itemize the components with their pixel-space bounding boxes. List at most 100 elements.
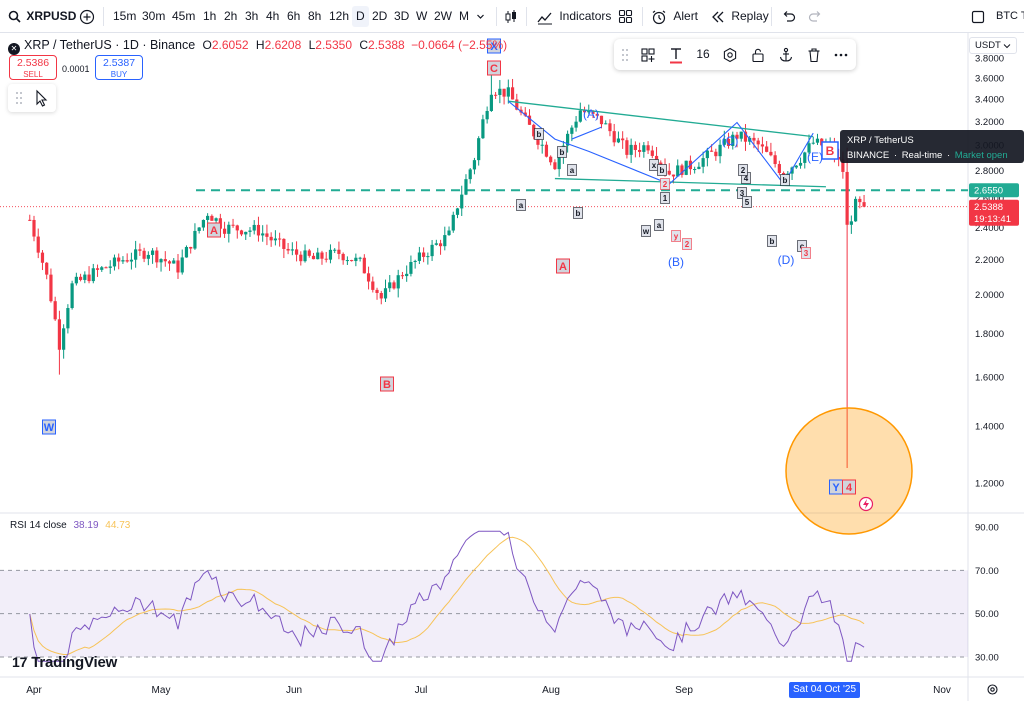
- indicators-icon: [537, 12, 552, 25]
- candle-body: [510, 87, 515, 100]
- timeframe-dropdown[interactable]: [476, 0, 485, 33]
- symbol-search[interactable]: XRPUSD: [8, 0, 76, 33]
- timeframe-2h[interactable]: 2h: [224, 9, 238, 23]
- date-label-aug: Aug: [542, 685, 560, 696]
- candle-body: [239, 230, 244, 235]
- redo-button[interactable]: [808, 0, 823, 33]
- timeframe-2d[interactable]: 2D: [372, 9, 388, 23]
- timeframe-4h[interactable]: 4h: [266, 9, 280, 23]
- timeframe-8h[interactable]: 8h: [308, 9, 322, 23]
- candle-body: [45, 262, 49, 275]
- drawing-toolbar: 16: [614, 39, 856, 70]
- replay-label: Replay: [731, 9, 769, 23]
- candle-body: [409, 261, 413, 274]
- buy-button[interactable]: 2.5387 BUY: [95, 55, 143, 80]
- sell-button[interactable]: 2.5386 SELL: [9, 55, 57, 80]
- candle-body: [684, 160, 688, 175]
- timeframe-2w[interactable]: 2W: [434, 9, 452, 23]
- drag-handle-icon[interactable]: [618, 39, 632, 70]
- wave-sublabel: 2: [663, 180, 668, 189]
- candle-body: [443, 235, 447, 247]
- timeframe-6h[interactable]: 6h: [287, 9, 301, 23]
- timeframe-1h[interactable]: 1h: [203, 9, 217, 23]
- countdown-text: 19:13:41: [974, 214, 1011, 225]
- wave-label-x-box: [487, 38, 501, 54]
- candle-body: [214, 218, 218, 221]
- alert-button[interactable]: Alert: [651, 0, 698, 33]
- candle-body: [269, 236, 273, 241]
- current-price-tag: [969, 199, 1019, 226]
- candle-body: [350, 260, 354, 262]
- price-tick-label: 3.4000: [975, 95, 1004, 106]
- timeframe-30m[interactable]: 30m: [142, 9, 166, 23]
- candle-body: [722, 138, 726, 145]
- candle-body: [498, 88, 502, 95]
- indicators-label: Indicators: [559, 9, 612, 23]
- tooltip-status: Market open: [954, 150, 1008, 161]
- timeframe-15m[interactable]: 15m: [113, 9, 137, 23]
- candle-body: [426, 256, 430, 258]
- candle-body: [299, 254, 303, 262]
- wave-sublabel: 3: [804, 249, 809, 258]
- layouts-button[interactable]: [618, 0, 633, 33]
- replay-button[interactable]: Replay: [710, 0, 769, 33]
- compare-checkbox[interactable]: [971, 0, 985, 33]
- candle-body: [333, 249, 337, 251]
- legend-title[interactable]: XRP / TetherUS · 1D · Binance: [24, 38, 196, 52]
- add-symbol-button[interactable]: [79, 0, 95, 33]
- candle-body: [286, 248, 290, 251]
- indicators-button[interactable]: Indicators: [537, 0, 611, 33]
- rsi-label[interactable]: RSI 14 close: [10, 520, 67, 531]
- add-template-icon[interactable]: [636, 39, 660, 70]
- anchor-icon[interactable]: [774, 39, 798, 70]
- rsi-tick-label: 90.00: [975, 523, 999, 534]
- date-label-nov: Nov: [933, 685, 951, 696]
- timeframe-w[interactable]: W: [416, 9, 428, 23]
- right-symbol[interactable]: BTC T: [996, 10, 1024, 22]
- trash-icon[interactable]: [802, 39, 826, 70]
- symbol-tooltip: XRP / TetherUS BINANCE · Real-time · Mar…: [840, 130, 1024, 163]
- timeframe-3h[interactable]: 3h: [245, 9, 259, 23]
- settings-hex-icon[interactable]: [718, 39, 742, 70]
- wave-label-a: A: [210, 225, 218, 237]
- candle-body: [608, 123, 612, 132]
- cursor-toolbar[interactable]: [8, 84, 56, 112]
- date-label-jun: Jun: [285, 685, 303, 696]
- currency-select[interactable]: USDT: [969, 37, 1017, 54]
- candle-body: [227, 224, 231, 234]
- candle-body: [621, 138, 625, 141]
- rsi-ma-line: [29, 536, 865, 655]
- candle-body: [91, 268, 95, 282]
- undo-button[interactable]: [781, 0, 796, 33]
- timeframe-12h[interactable]: 12h: [329, 9, 350, 23]
- text-color-button[interactable]: [664, 39, 688, 70]
- timeframe-m[interactable]: M: [459, 9, 469, 23]
- wave-sublabel: 5: [745, 198, 750, 207]
- timeframe-3d[interactable]: 3D: [394, 9, 410, 23]
- open-label: O: [202, 38, 212, 52]
- candle-body: [485, 110, 489, 120]
- font-size-select[interactable]: 16: [696, 47, 710, 61]
- candle-body: [231, 224, 235, 226]
- date-label-sep: Sep: [675, 685, 693, 696]
- candle-body: [553, 162, 557, 170]
- drag-handle-icon[interactable]: [8, 84, 56, 112]
- price-tick-label: 2.4000: [975, 223, 1004, 234]
- candle-body: [184, 246, 189, 258]
- candle-body: [671, 174, 676, 177]
- candle-body: [57, 319, 62, 350]
- timeframe-d[interactable]: D: [352, 6, 369, 27]
- candle-body: [108, 266, 112, 268]
- lock-icon[interactable]: [746, 39, 770, 70]
- grid-icon: [618, 10, 633, 24]
- more-icon[interactable]: [830, 39, 852, 70]
- timeframe-45m[interactable]: 45m: [172, 9, 196, 23]
- candle-body: [189, 246, 193, 249]
- settings-button[interactable]: [986, 683, 999, 699]
- candle-body: [760, 144, 765, 147]
- wave-sublabel: a: [657, 221, 662, 230]
- chart-type-button[interactable]: [503, 0, 519, 33]
- candle-body: [777, 164, 781, 173]
- logo-text: TradingView: [31, 654, 118, 671]
